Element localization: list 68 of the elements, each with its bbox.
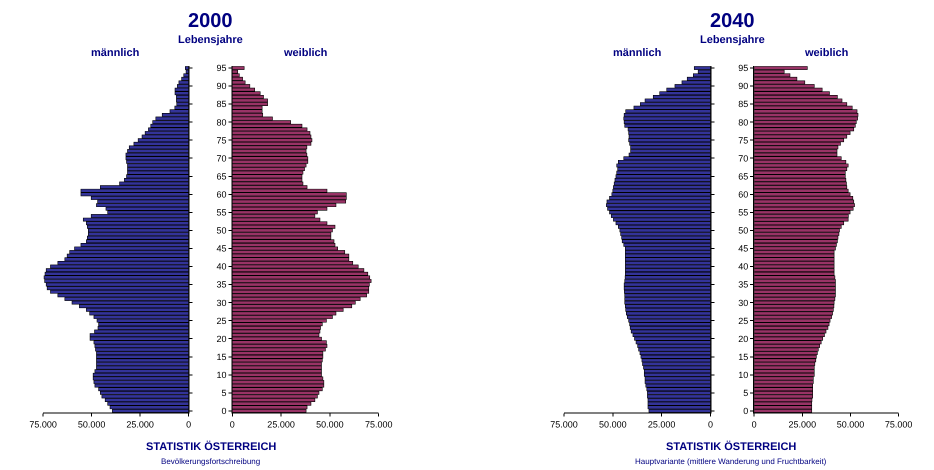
- x-tick-label: 0: [186, 420, 192, 430]
- y-tick-label: 25: [738, 316, 748, 326]
- y-tick-label: 60: [738, 189, 748, 200]
- y-tick-label: 35: [738, 280, 748, 290]
- y-tick-label: 75: [738, 135, 748, 146]
- x-tick-label: 0: [752, 420, 757, 430]
- y-tick-label: 45: [738, 244, 748, 254]
- text: Hauptvariante (mittlere Wanderung und Fruchtbarkeit): [635, 457, 827, 466]
- y-tick-label: 25: [216, 316, 226, 326]
- x-tick-label: 0: [708, 420, 713, 430]
- text: Bevölkerungsfortschreibung: [161, 457, 260, 466]
- y-tick-label: 35: [216, 280, 226, 290]
- y-tick-label: 90: [216, 81, 226, 92]
- y-tick-label: 80: [738, 117, 748, 128]
- x-tick-label: 75.000: [29, 420, 57, 430]
- y-tick-label: 55: [216, 208, 226, 218]
- y-tick-label: 40: [738, 262, 748, 272]
- y-tick-label: 95: [738, 63, 748, 74]
- y-tick-label: 85: [738, 99, 748, 110]
- y-tick-label: 70: [216, 153, 226, 164]
- x-tick-label: 75.000: [884, 420, 912, 430]
- x-tick-label: 75.000: [364, 420, 392, 430]
- x-tick-label: 50.000: [836, 420, 864, 430]
- y-tick-label: 30: [216, 298, 226, 308]
- y-tick-label: 15: [216, 352, 226, 362]
- y-tick-label: 65: [738, 171, 748, 182]
- y-tick-label: 10: [738, 370, 748, 380]
- x-tick-label: 50.000: [316, 420, 344, 430]
- x-tick-label: 75.000: [550, 420, 578, 430]
- y-tick-label: 0: [743, 406, 748, 416]
- y-tick-label: 50: [738, 226, 748, 236]
- x-tick-label: 25.000: [267, 420, 295, 430]
- y-tick-label: 0: [221, 406, 226, 416]
- text: männlich: [613, 47, 662, 59]
- text: weiblich: [283, 47, 328, 59]
- x-tick-label: 50.000: [599, 420, 627, 430]
- y-tick-label: 5: [221, 388, 226, 398]
- y-tick-label: 20: [738, 334, 748, 344]
- y-tick-label: 90: [738, 81, 748, 92]
- x-tick-label: 50.000: [78, 420, 106, 430]
- x-tick-label: 25.000: [126, 420, 154, 430]
- text: STATISTIK ÖSTERREICH: [666, 440, 796, 453]
- y-tick-label: 20: [216, 334, 226, 344]
- y-tick-label: 40: [216, 262, 226, 272]
- x-tick-label: 25.000: [648, 420, 676, 430]
- x-tick-label: 25.000: [788, 420, 816, 430]
- y-tick-label: 80: [216, 117, 226, 128]
- y-tick-label: 75: [216, 135, 226, 146]
- chart-title: 2000: [188, 10, 232, 32]
- y-tick-label: 50: [216, 226, 226, 236]
- y-tick-label: 70: [738, 153, 748, 164]
- y-axis-title: Lebensjahre: [178, 34, 243, 46]
- y-axis-title: Lebensjahre: [700, 34, 765, 46]
- text: männlich: [91, 47, 140, 59]
- y-tick-label: 10: [216, 370, 226, 380]
- y-tick-label: 45: [216, 244, 226, 254]
- y-tick-label: 55: [738, 208, 748, 218]
- y-tick-label: 30: [738, 298, 748, 308]
- y-tick-label: 5: [743, 388, 748, 398]
- chart-title: 2040: [710, 10, 754, 32]
- y-tick-label: 95: [216, 63, 226, 74]
- series-label: weiblich: [804, 47, 849, 59]
- x-tick-label: 0: [230, 420, 235, 430]
- y-tick-label: 60: [216, 189, 226, 200]
- y-tick-label: 15: [738, 352, 748, 362]
- y-tick-label: 85: [216, 99, 226, 110]
- text: STATISTIK ÖSTERREICH: [146, 440, 276, 453]
- y-tick-label: 65: [216, 171, 226, 182]
